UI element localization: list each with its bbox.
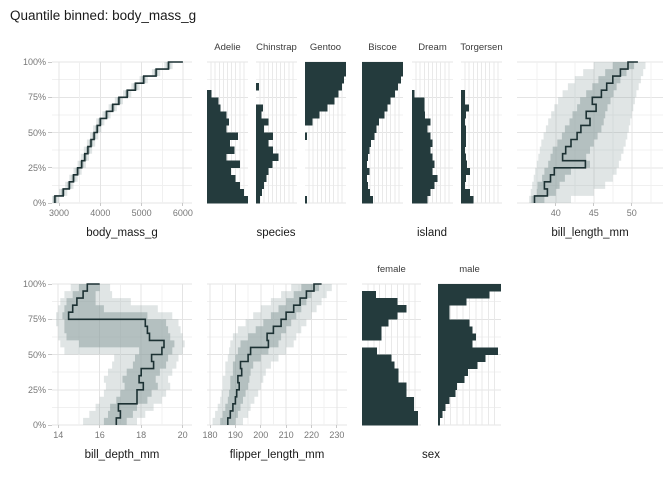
x-tick-label: 4000 <box>90 208 111 218</box>
x-tick-label: 190 <box>227 430 243 440</box>
x-tick-mark <box>58 203 60 206</box>
y-tick-mark <box>48 354 52 355</box>
panel-sex_female <box>362 283 421 426</box>
x-tick-mark <box>336 425 338 428</box>
panel-species_Gentoo <box>305 61 346 204</box>
x-tick-label: 230 <box>329 430 345 440</box>
y-tick-mark <box>48 61 52 63</box>
x-tick-label: 50 <box>626 208 637 218</box>
x-tick-mark <box>631 203 633 206</box>
x-tick-label: 20 <box>177 430 188 440</box>
facet-strip-label: Adelie <box>214 42 241 53</box>
panel-flipper_length_mm <box>207 283 347 426</box>
y-tick-label: 50% <box>27 349 46 360</box>
x-tick-mark <box>593 203 595 206</box>
facet-strip-label: Gentoo <box>309 42 342 53</box>
x-tick-label: 40 <box>550 208 561 218</box>
facet-strip-label: male <box>459 264 480 275</box>
x-tick-mark <box>234 425 236 428</box>
y-tick-label: 0% <box>32 198 46 208</box>
x-tick-mark <box>209 425 211 428</box>
x-tick-label: 200 <box>253 430 269 440</box>
y-tick-mark <box>48 202 52 204</box>
y-tick-label: 75% <box>27 92 46 103</box>
y-tick-label: 100% <box>22 57 46 67</box>
x-axis-title-bill-depth: bill_depth_mm <box>84 449 160 461</box>
y-tick-mark <box>48 318 52 320</box>
panel-bill_depth_mm <box>52 283 192 426</box>
x-tick-label: 18 <box>136 430 147 440</box>
panel-island_Dream <box>412 61 453 204</box>
x-tick-mark <box>140 425 142 428</box>
x-tick-label: 210 <box>278 430 294 440</box>
facet-strip-label: Dream <box>418 42 447 53</box>
x-tick-mark <box>99 425 101 428</box>
facet-strip-label: female <box>377 264 406 275</box>
y-tick-mark <box>48 424 52 426</box>
x-tick-label: 220 <box>303 430 319 440</box>
x-tick-mark <box>57 425 59 428</box>
x-tick-mark <box>555 203 557 206</box>
y-tick-label: 75% <box>27 314 46 325</box>
y-tick-label: 50% <box>27 127 46 138</box>
y-tick-label: 100% <box>22 279 46 289</box>
y-tick-mark <box>48 132 52 133</box>
y-tick-label: 25% <box>27 162 46 173</box>
facet-strip-label: Torgersen <box>460 42 503 53</box>
panel-island_Biscoe <box>362 61 403 204</box>
x-tick-mark <box>141 203 143 206</box>
x-tick-mark <box>310 425 312 428</box>
panel-species_Chinstrap <box>256 61 297 204</box>
x-axis-title-island: island <box>416 227 448 239</box>
facet-strip-label: Biscoe <box>368 42 397 53</box>
x-tick-label: 14 <box>53 430 64 440</box>
panel-bill_length_mm <box>517 61 663 204</box>
y-tick-mark <box>48 167 52 169</box>
x-tick-label: 180 <box>202 430 218 440</box>
x-tick-mark <box>260 425 262 428</box>
x-tick-label: 6000 <box>172 208 193 218</box>
x-tick-mark <box>182 425 184 428</box>
x-axis-title-body-mass: body_mass_g <box>86 227 158 239</box>
x-axis-title-flipper-length: flipper_length_mm <box>229 449 325 461</box>
facet-strip-label: Chinstrap <box>256 42 297 53</box>
x-tick-label: 16 <box>94 430 105 440</box>
x-axis-title-sex: sex <box>422 449 440 461</box>
panel-island_Torgersen <box>461 61 502 204</box>
x-axis-title-bill-length: bill_length_mm <box>551 227 629 239</box>
panel-species_Adelie <box>207 61 248 204</box>
y-tick-mark <box>48 283 52 285</box>
x-tick-label: 45 <box>588 208 599 218</box>
y-tick-label: 25% <box>27 384 46 395</box>
x-tick-label: 5000 <box>131 208 152 218</box>
y-tick-mark <box>48 96 52 98</box>
x-tick-label: 3000 <box>49 208 70 218</box>
y-tick-label: 0% <box>32 420 46 430</box>
x-tick-mark <box>99 203 101 206</box>
plot-title: Quantile binned: body_mass_g <box>10 8 197 23</box>
x-tick-mark <box>182 203 184 206</box>
x-tick-mark <box>285 425 287 428</box>
panel-body_mass_g <box>52 61 192 204</box>
y-tick-mark <box>48 389 52 391</box>
panel-sex_male <box>438 283 501 426</box>
x-axis-title-species: species <box>256 227 296 239</box>
